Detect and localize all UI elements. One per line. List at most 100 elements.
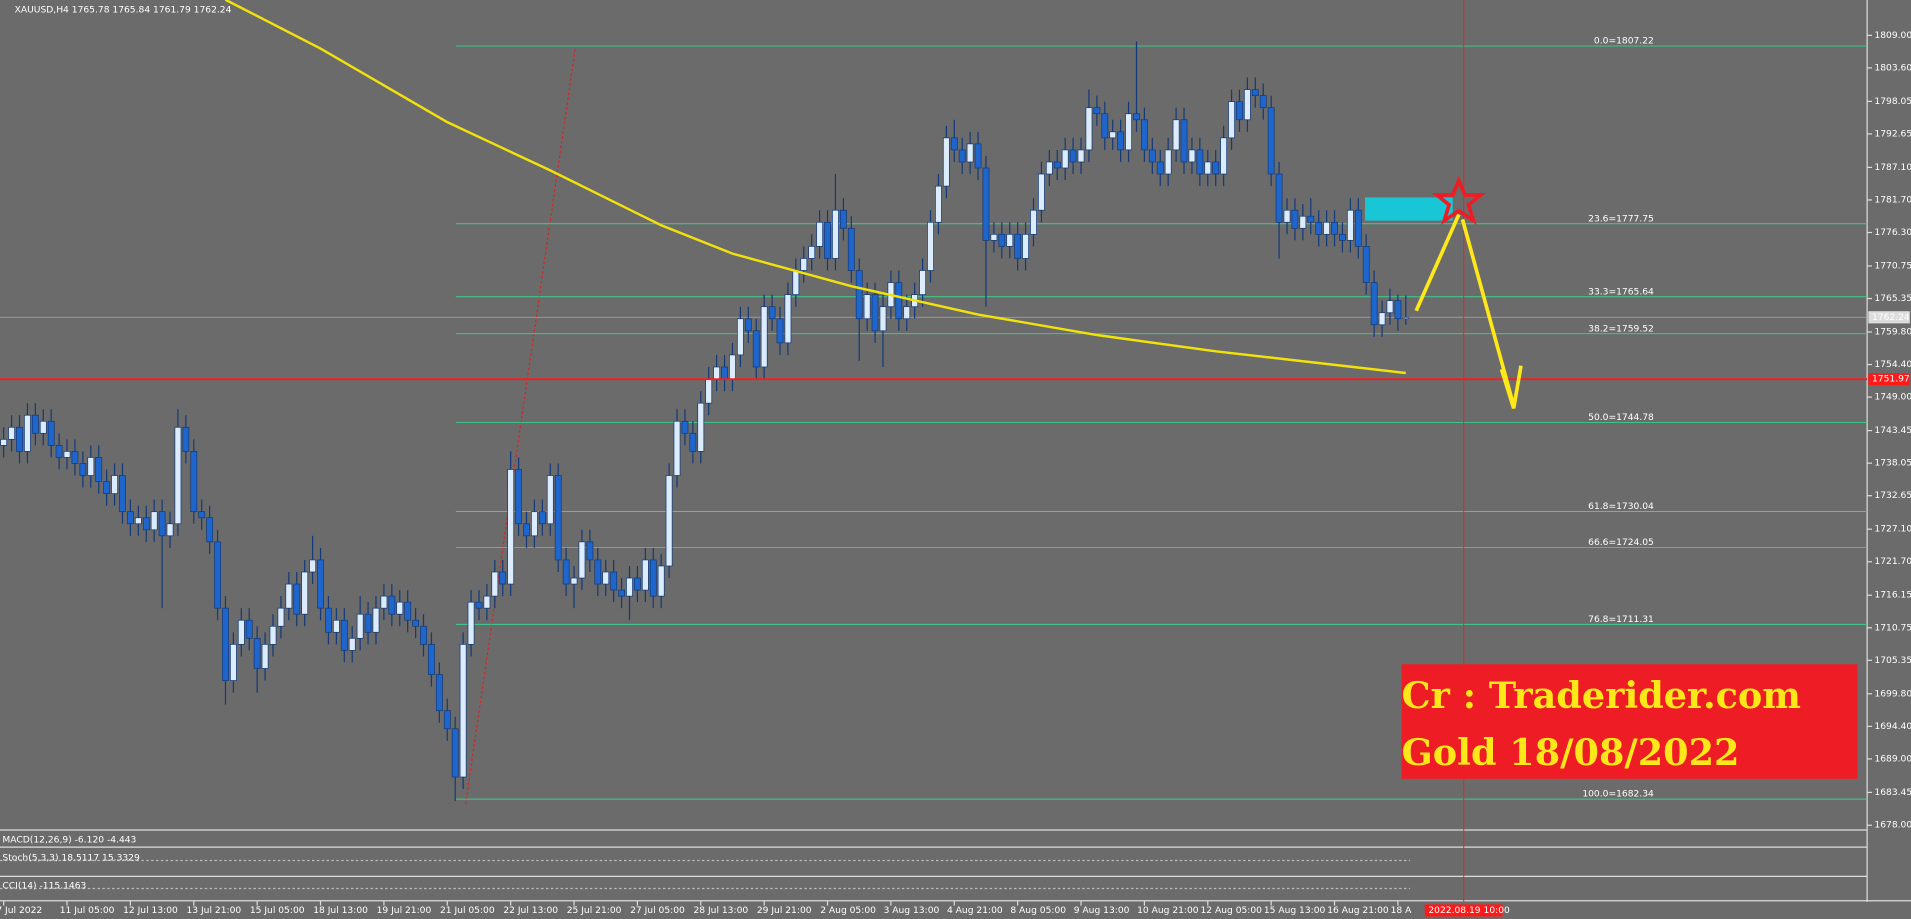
candle-body bbox=[372, 607, 380, 633]
candle-body bbox=[190, 451, 198, 513]
candle-body bbox=[1180, 119, 1188, 163]
x-tick-label: 29 Jul 21:00 bbox=[757, 906, 812, 916]
y-tick-label: 1699.80 bbox=[1874, 689, 1911, 699]
candle-body bbox=[1061, 149, 1069, 169]
candle-body bbox=[1386, 300, 1394, 314]
y-tick-label: 1792.65 bbox=[1874, 129, 1911, 139]
candle-body bbox=[982, 167, 990, 241]
candle-body bbox=[507, 469, 515, 585]
candle-body bbox=[309, 559, 317, 573]
candle-body bbox=[1212, 161, 1220, 175]
candle-body bbox=[277, 607, 285, 627]
candle-body bbox=[325, 607, 332, 633]
candle-body bbox=[214, 541, 221, 609]
cursor-time-box bbox=[1424, 904, 1503, 917]
candle-body bbox=[736, 318, 744, 356]
candle-body bbox=[610, 571, 618, 591]
candle-body bbox=[554, 475, 562, 561]
current-price-label: 1762.24 bbox=[1872, 313, 1910, 323]
candle-body bbox=[729, 354, 736, 380]
candle-body bbox=[998, 233, 1006, 247]
moving-average bbox=[224, 0, 1406, 375]
candle-body bbox=[31, 414, 39, 434]
candle-body bbox=[602, 571, 610, 585]
fib-label: 66.6=1724.05 bbox=[1588, 538, 1654, 548]
indicator-label: MACD(12,26,9) -6.120 -4.443 bbox=[2, 835, 136, 845]
candle-body bbox=[55, 445, 63, 458]
fib-label: 50.0=1744.78 bbox=[1588, 413, 1654, 423]
x-tick-label: 11 Jul 05:00 bbox=[60, 906, 115, 916]
candle-body bbox=[24, 414, 31, 452]
candle-body bbox=[87, 457, 95, 476]
candle-body bbox=[705, 378, 713, 404]
candle-body bbox=[182, 426, 190, 452]
candle-body bbox=[174, 426, 182, 525]
candle-body bbox=[895, 282, 903, 320]
x-tick-label: 13 Jul 21:00 bbox=[186, 906, 241, 916]
candle-body bbox=[491, 571, 499, 597]
y-tick-label: 1683.45 bbox=[1874, 788, 1911, 798]
candle-body bbox=[1069, 149, 1077, 163]
candle-body bbox=[1188, 149, 1196, 163]
y-tick-label: 1705.35 bbox=[1874, 656, 1911, 666]
candle-body bbox=[721, 366, 728, 380]
candle-body bbox=[792, 270, 800, 295]
candle-body bbox=[974, 143, 982, 169]
candle-body bbox=[229, 643, 237, 681]
candle-body bbox=[388, 595, 396, 615]
candle-body bbox=[1148, 149, 1156, 163]
candle-body bbox=[1236, 101, 1243, 121]
candle-body bbox=[618, 589, 625, 597]
price-line-label: 1751.97 bbox=[1872, 375, 1910, 385]
candle-body bbox=[317, 559, 324, 609]
candle-body bbox=[1346, 209, 1354, 241]
indicator-label: Stoch(5,3,3) 18.5117 15.3329 bbox=[2, 854, 140, 864]
candle-body bbox=[649, 559, 657, 597]
candle-body bbox=[198, 511, 206, 519]
y-tick-label: 1689.00 bbox=[1874, 754, 1911, 764]
chart-title: XAUUSD,H4 1765.78 1765.84 1761.79 1762.2… bbox=[15, 5, 232, 15]
x-tick-label: 3 Aug 13:00 bbox=[884, 906, 940, 916]
candle-body bbox=[1243, 89, 1251, 121]
candle-body bbox=[744, 318, 752, 332]
star bbox=[1431, 175, 1486, 225]
candle-body bbox=[776, 318, 784, 344]
y-tick-label: 1776.30 bbox=[1874, 228, 1911, 238]
candle-body bbox=[1315, 221, 1323, 235]
candle-body bbox=[222, 607, 229, 681]
candle-body bbox=[483, 595, 491, 609]
candle-body bbox=[1030, 209, 1037, 235]
candle-body bbox=[348, 637, 356, 651]
candle-body bbox=[919, 270, 927, 295]
candle-body bbox=[1331, 221, 1338, 235]
candle-body bbox=[443, 710, 451, 730]
candle-body bbox=[1307, 215, 1315, 223]
candle-body bbox=[832, 209, 839, 259]
candle-body bbox=[1101, 113, 1109, 139]
x-tick-label: 27 Jul 05:00 bbox=[630, 906, 685, 916]
candle-body bbox=[990, 233, 998, 241]
candle-body bbox=[800, 258, 808, 271]
candle-body bbox=[523, 523, 530, 537]
candle-body bbox=[594, 559, 602, 585]
x-tick-label: 15 Jul 05:00 bbox=[250, 906, 305, 916]
candle-body bbox=[839, 209, 847, 229]
y-tick-label: 1803.60 bbox=[1874, 63, 1911, 73]
fib-trendline bbox=[464, 48, 576, 805]
candle-body bbox=[1402, 316, 1410, 320]
candle-body bbox=[16, 426, 23, 452]
y-tick-label: 1809.00 bbox=[1874, 31, 1911, 41]
candle-body bbox=[760, 306, 768, 368]
candle-body bbox=[752, 330, 760, 368]
candle-body bbox=[847, 227, 855, 271]
candle-body bbox=[166, 523, 174, 537]
candle-body bbox=[1045, 161, 1053, 175]
candle-body bbox=[47, 420, 55, 446]
x-tick-label: 18 Jul 13:00 bbox=[313, 906, 368, 916]
candle-body bbox=[768, 306, 776, 320]
candle-body bbox=[451, 728, 459, 778]
candle-body bbox=[1339, 233, 1346, 241]
candle-body bbox=[1077, 149, 1085, 163]
candle-body bbox=[95, 457, 103, 482]
fib-label: 33.3=1765.64 bbox=[1588, 287, 1654, 297]
